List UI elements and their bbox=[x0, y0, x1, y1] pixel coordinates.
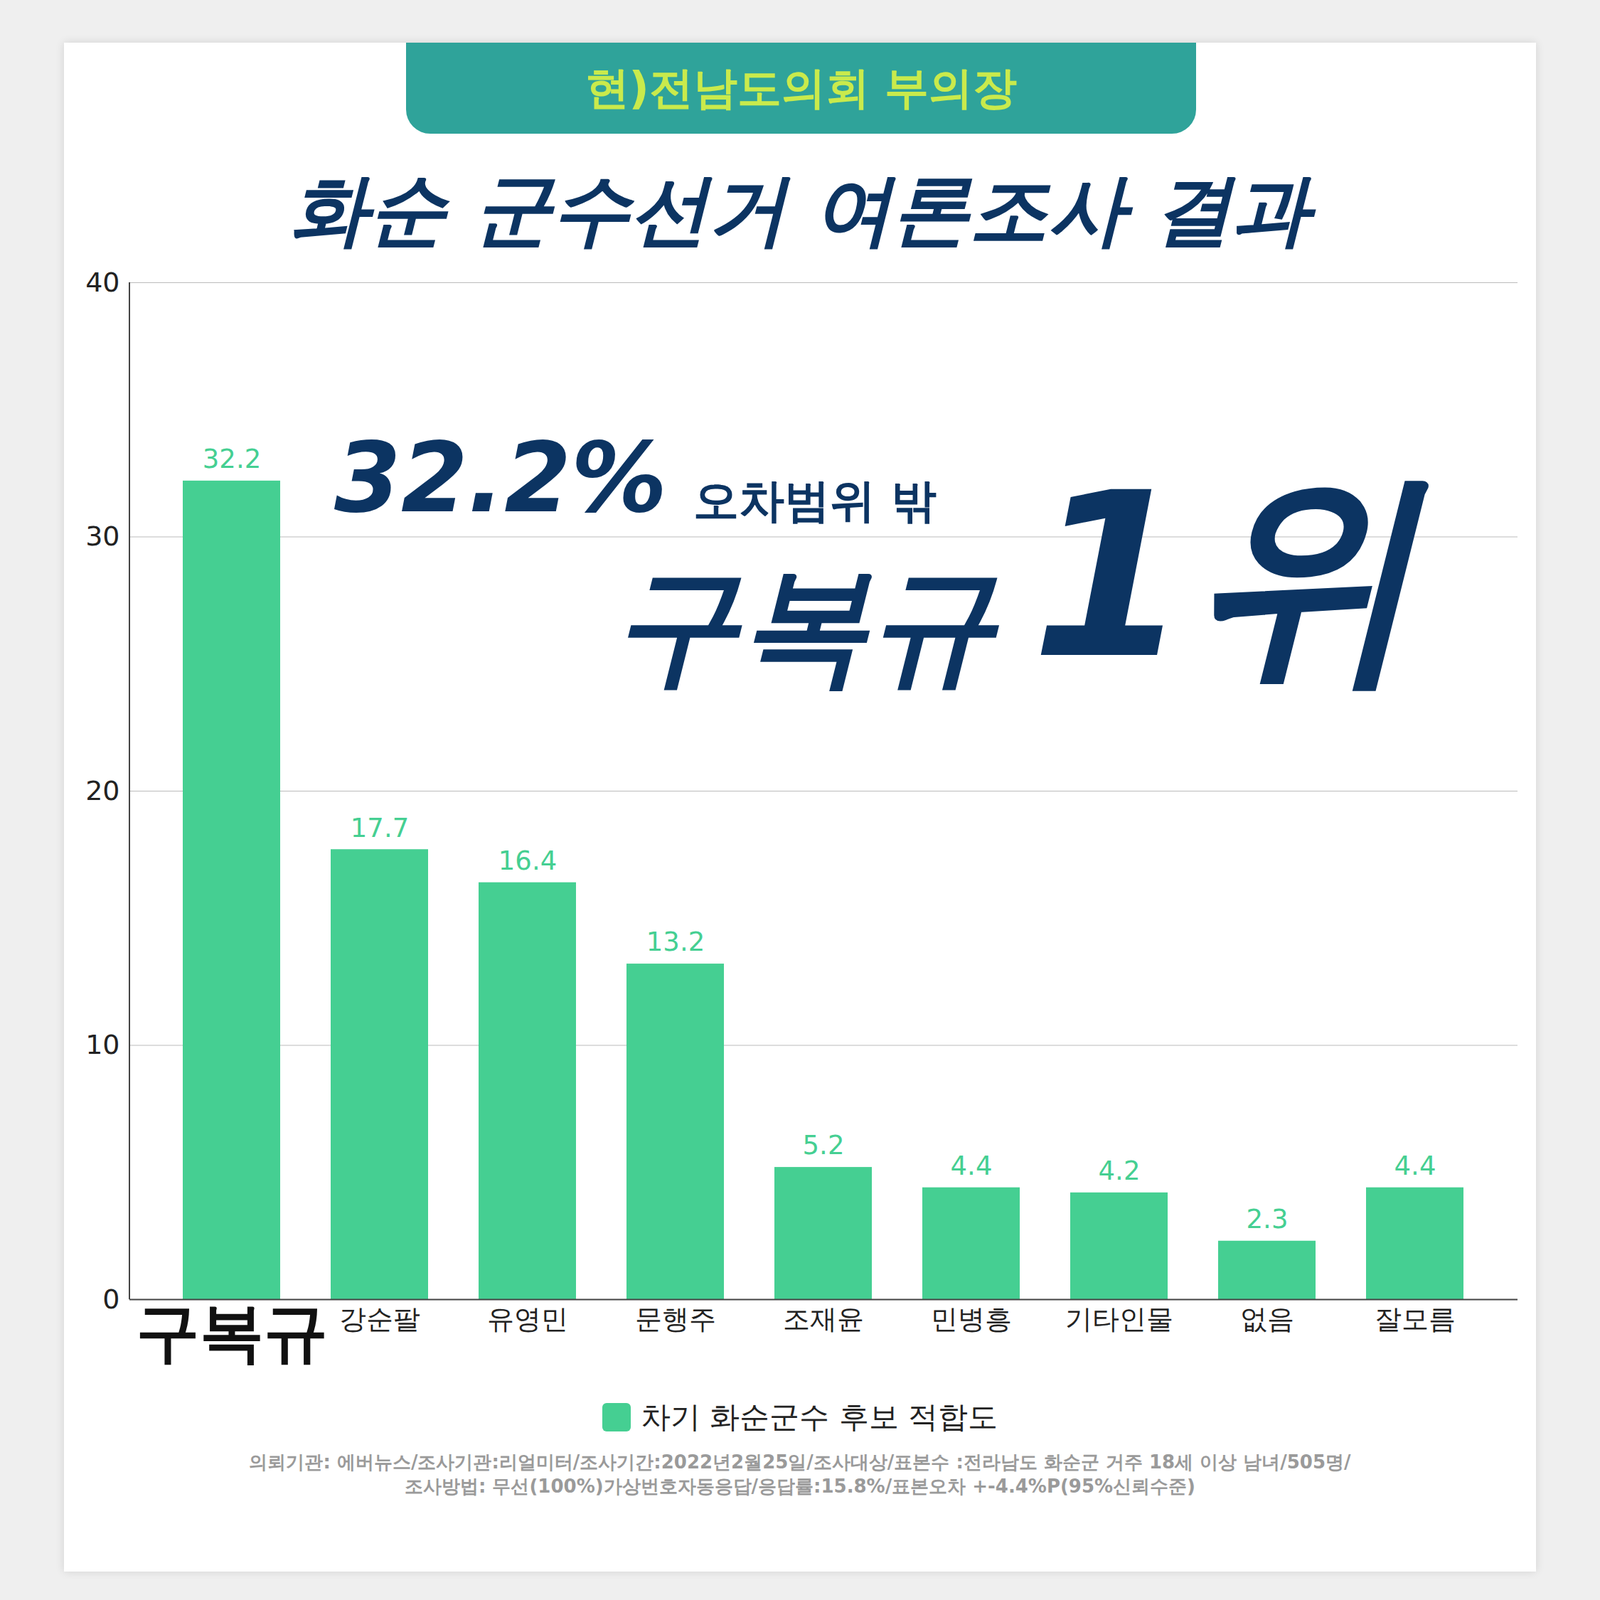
svg-text:민병흥: 민병흥 bbox=[930, 1303, 1012, 1335]
svg-text:10: 10 bbox=[85, 1028, 120, 1061]
svg-text:4.4: 4.4 bbox=[950, 1150, 993, 1182]
svg-text:32.2: 32.2 bbox=[202, 443, 261, 475]
svg-text:조재윤: 조재윤 bbox=[782, 1303, 864, 1335]
svg-text:20: 20 bbox=[85, 775, 120, 807]
svg-text:4.4: 4.4 bbox=[1394, 1150, 1437, 1182]
html-text:현)전남도의회 부의장: 현)전남도의회 부의장 bbox=[584, 61, 1018, 114]
html-text:32.2%: 32.2% bbox=[334, 422, 668, 535]
svg-text:유영민: 유영민 bbox=[487, 1303, 569, 1335]
svg-text:강순팔: 강순팔 bbox=[339, 1303, 421, 1335]
svg-text:30: 30 bbox=[85, 520, 120, 552]
svg-text:17.7: 17.7 bbox=[350, 812, 409, 844]
svg-text:40: 40 bbox=[85, 266, 120, 298]
svg-text:잘모름: 잘모름 bbox=[1374, 1303, 1456, 1335]
svg-text:2.3: 2.3 bbox=[1246, 1203, 1289, 1235]
html-text:의뢰기관: 에버뉴스/조사기관:리얼미터/조사기간:2022: 의뢰기관: 에버뉴스/조사기관:리얼미터/조사기간:2022년2월25일/조사대… bbox=[249, 1451, 1351, 1473]
html-text:구복규 1위: 구복규 1위 bbox=[611, 443, 1418, 709]
svg-text:5.2: 5.2 bbox=[802, 1129, 845, 1161]
html-text:오차범위 밖: 오차범위 밖 bbox=[693, 474, 937, 527]
html-text:조사방법: 무선(100%)가상번호자동응답/응답률:15.: 조사방법: 무선(100%)가상번호자동응답/응답률:15.8%/표본오차 +-… bbox=[404, 1475, 1196, 1497]
html-text:차기 화순군수 후보 적합도: 차기 화순군수 후보 적합도 bbox=[640, 1399, 998, 1435]
svg-text:문행주: 문행주 bbox=[635, 1303, 717, 1335]
svg-text:13.2: 13.2 bbox=[646, 926, 705, 958]
svg-text:구복규: 구복규 bbox=[135, 1294, 328, 1370]
svg-text:없음: 없음 bbox=[1240, 1303, 1295, 1335]
svg-text:4.2: 4.2 bbox=[1098, 1155, 1141, 1187]
svg-text:0: 0 bbox=[102, 1283, 120, 1315]
svg-text:16.4: 16.4 bbox=[498, 845, 557, 877]
svg-text:기타인물: 기타인물 bbox=[1065, 1303, 1174, 1335]
html-text:화순 군수선거 여론조사 결과: 화순 군수선거 여론조사 결과 bbox=[289, 164, 1311, 256]
